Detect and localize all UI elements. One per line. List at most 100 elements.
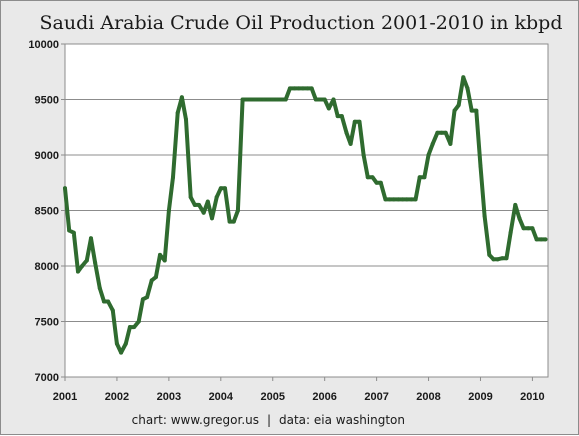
data-point [313, 97, 318, 102]
data-point [495, 257, 500, 262]
data-point [365, 175, 370, 180]
data-point [456, 103, 461, 108]
data-point [305, 86, 310, 91]
data-point [422, 175, 427, 180]
data-point [370, 175, 375, 180]
data-point [149, 278, 154, 283]
data-point [140, 297, 145, 302]
data-point [158, 252, 163, 257]
data-point [136, 319, 141, 324]
data-point [383, 197, 388, 202]
x-tick-label: 2005 [260, 391, 284, 403]
data-point [300, 86, 305, 91]
data-point [374, 180, 379, 185]
data-point [387, 197, 392, 202]
data-point [404, 197, 409, 202]
data-point [84, 258, 89, 263]
data-point [539, 237, 544, 242]
y-tick-label: 7500 [35, 317, 59, 329]
data-point [487, 252, 492, 257]
data-point [93, 260, 98, 265]
data-point [218, 186, 223, 191]
data-point [248, 97, 253, 102]
data-point [361, 153, 366, 157]
data-point [266, 97, 271, 102]
data-point [491, 257, 496, 262]
data-point [461, 75, 466, 80]
data-point [88, 236, 93, 241]
data-point [145, 295, 150, 300]
data-point [209, 216, 214, 221]
data-point [114, 341, 119, 346]
data-point [270, 97, 275, 102]
data-point [391, 197, 396, 202]
data-point [469, 108, 474, 113]
x-tick-label: 2007 [364, 391, 388, 403]
data-point [67, 228, 72, 233]
data-point [517, 216, 522, 221]
data-point [222, 186, 227, 191]
data-point [201, 210, 206, 215]
data-point [339, 114, 344, 119]
y-tick-label: 7000 [35, 372, 59, 384]
data-point [430, 141, 435, 146]
data-point [521, 226, 526, 231]
data-point [474, 108, 479, 113]
data-point [292, 86, 297, 91]
data-point [123, 341, 128, 346]
data-point [175, 110, 180, 115]
x-tick-label: 2001 [53, 391, 77, 403]
footer-credit: chart: www.gregor.us [132, 413, 259, 427]
data-point [439, 130, 444, 135]
data-point [227, 219, 232, 224]
data-point [357, 119, 362, 124]
data-point [119, 350, 124, 355]
data-point [435, 130, 440, 135]
x-tick-label: 2002 [105, 391, 129, 403]
data-point [508, 230, 513, 235]
data-point [196, 202, 201, 207]
data-point [184, 117, 189, 122]
data-point [352, 119, 357, 124]
data-point [534, 237, 539, 242]
data-point [335, 114, 340, 119]
data-point [231, 219, 236, 224]
series-layer [63, 75, 548, 355]
y-axis: 7000 7500 8000 8500 9000 9500 10000 [28, 39, 65, 384]
data-point [409, 197, 414, 202]
data-point [235, 208, 240, 213]
data-point [71, 230, 76, 235]
data-point [400, 197, 405, 202]
y-tick-label: 9000 [35, 150, 59, 162]
y-tick-label: 9500 [35, 95, 59, 107]
data-point [127, 325, 132, 330]
data-point [296, 86, 301, 91]
data-point [309, 86, 314, 91]
data-point [482, 214, 487, 219]
data-point [448, 141, 453, 146]
data-point [110, 308, 115, 313]
data-point [530, 226, 535, 231]
data-point [287, 86, 292, 91]
data-point [162, 258, 167, 263]
x-tick-label: 2010 [520, 391, 544, 403]
data-point [443, 130, 448, 135]
data-point [279, 97, 284, 102]
data-point [253, 97, 258, 102]
data-point [465, 86, 470, 91]
x-tick-label: 2004 [209, 391, 234, 403]
data-point [101, 299, 106, 304]
data-point [348, 141, 353, 146]
footer-source: data: eia washington [279, 413, 405, 427]
data-point [344, 130, 349, 135]
data-point [240, 97, 245, 102]
data-point [331, 97, 336, 102]
data-point [274, 97, 279, 102]
data-point [166, 208, 171, 213]
x-axis: 2001 2002 2003 2004 2005 2006 2007 2008 2009 2010 [53, 377, 545, 403]
series-line [63, 75, 548, 355]
y-tick-label: 10000 [28, 39, 59, 51]
y-tick-label: 8000 [35, 261, 59, 273]
